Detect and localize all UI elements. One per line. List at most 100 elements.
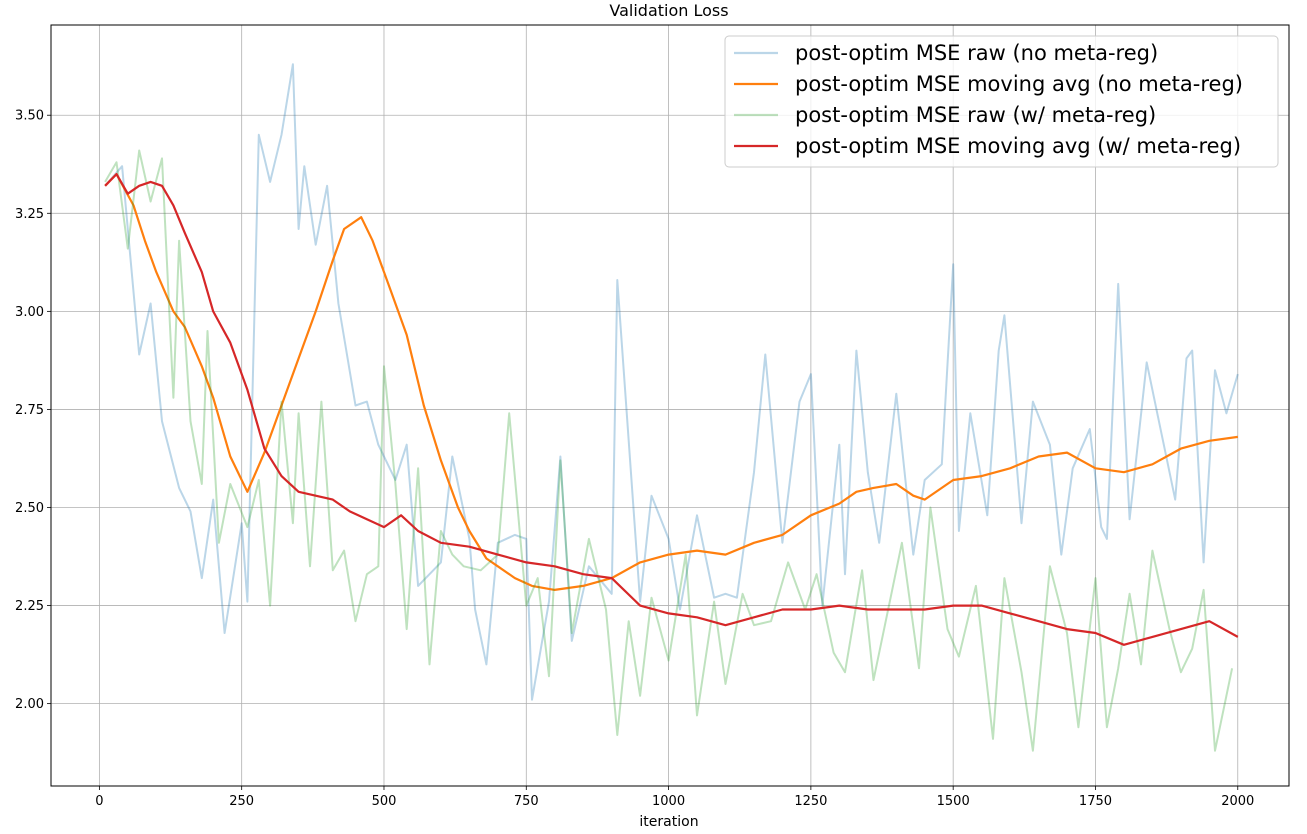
data-point <box>1049 444 1051 446</box>
data-point <box>952 479 954 481</box>
data-point <box>150 303 152 305</box>
data-point <box>116 173 118 175</box>
data-point <box>309 565 311 567</box>
data-point <box>753 616 755 618</box>
data-point <box>639 561 641 563</box>
axis-ticks: 0 250 500 750 1000 1250 1500 1750 2000 2.00 2.25 2.… <box>15 109 1254 809</box>
data-point <box>571 632 573 634</box>
data-point <box>218 542 220 544</box>
data-point <box>639 605 641 607</box>
data-point <box>816 573 818 575</box>
data-point <box>895 609 897 611</box>
data-point <box>998 350 1000 352</box>
y-tick-label: 2.50 <box>15 501 44 516</box>
data-point <box>440 542 442 544</box>
data-point <box>303 165 305 167</box>
data-point <box>417 467 419 469</box>
data-point <box>315 244 317 246</box>
data-point <box>668 612 670 614</box>
data-point <box>929 507 931 509</box>
data-point <box>651 495 653 497</box>
data-point <box>1021 671 1023 673</box>
data-point <box>918 667 920 669</box>
data-point <box>696 514 698 516</box>
data-point <box>372 240 374 242</box>
data-point <box>315 310 317 312</box>
data-point <box>639 695 641 697</box>
data-point <box>343 228 345 230</box>
data-point <box>1140 663 1142 665</box>
data-point <box>1095 467 1097 469</box>
data-point <box>890 597 892 599</box>
x-tick-label: 500 <box>372 794 397 809</box>
series-line-3 <box>104 173 1239 646</box>
data-point <box>1003 577 1005 579</box>
series-line-1 <box>104 173 1238 592</box>
data-point <box>616 734 618 736</box>
data-point <box>531 699 533 701</box>
data-point <box>298 357 300 359</box>
data-point <box>440 459 442 461</box>
data-point <box>958 656 960 658</box>
data-point <box>753 471 755 473</box>
data-point <box>258 134 260 136</box>
data-point <box>155 271 157 273</box>
data-point <box>497 565 499 567</box>
data-point <box>679 609 681 611</box>
data-point <box>514 534 516 536</box>
data-point <box>468 546 470 548</box>
data-point <box>1151 636 1153 638</box>
data-point <box>764 354 766 356</box>
data-point <box>986 514 988 516</box>
data-point <box>1214 750 1216 752</box>
data-point <box>1100 526 1102 528</box>
data-point <box>952 605 954 607</box>
data-point <box>1106 538 1108 540</box>
data-point <box>924 499 926 501</box>
data-point <box>246 389 248 391</box>
data-point <box>138 185 140 187</box>
data-point <box>725 554 727 556</box>
data-point <box>440 530 442 532</box>
data-point <box>1032 401 1034 403</box>
x-tick-label: 750 <box>514 794 539 809</box>
data-point <box>485 663 487 665</box>
data-point <box>201 271 203 273</box>
data-point <box>1123 644 1125 646</box>
data-point <box>559 459 561 461</box>
data-point <box>696 616 698 618</box>
data-point <box>1157 416 1159 418</box>
chart-title: Validation Loss <box>609 1 728 20</box>
data-point <box>190 420 192 422</box>
data-point <box>1038 456 1040 458</box>
data-point <box>212 499 214 501</box>
data-point <box>781 609 783 611</box>
data-point <box>178 487 180 489</box>
data-point <box>138 354 140 356</box>
y-tick-label: 2.25 <box>15 599 44 614</box>
data-point <box>263 452 265 454</box>
data-point <box>1117 667 1119 669</box>
data-point <box>1174 499 1176 501</box>
data-point <box>508 412 510 414</box>
data-point <box>605 609 607 611</box>
data-point <box>969 412 971 414</box>
data-point <box>958 530 960 532</box>
data-point <box>246 526 248 528</box>
data-point <box>1032 750 1034 752</box>
legend-label: post-optim MSE raw (no meta-reg) <box>795 41 1158 65</box>
data-point <box>178 240 180 242</box>
data-point <box>377 565 379 567</box>
y-tick-label: 2.75 <box>15 403 44 418</box>
data-point <box>514 577 516 579</box>
data-point <box>161 157 163 159</box>
data-point <box>582 585 584 587</box>
data-point <box>1077 726 1079 728</box>
data-point <box>480 569 482 571</box>
data-point <box>1225 412 1227 414</box>
data-point <box>924 609 926 611</box>
data-point <box>246 601 248 603</box>
data-point <box>571 640 573 642</box>
